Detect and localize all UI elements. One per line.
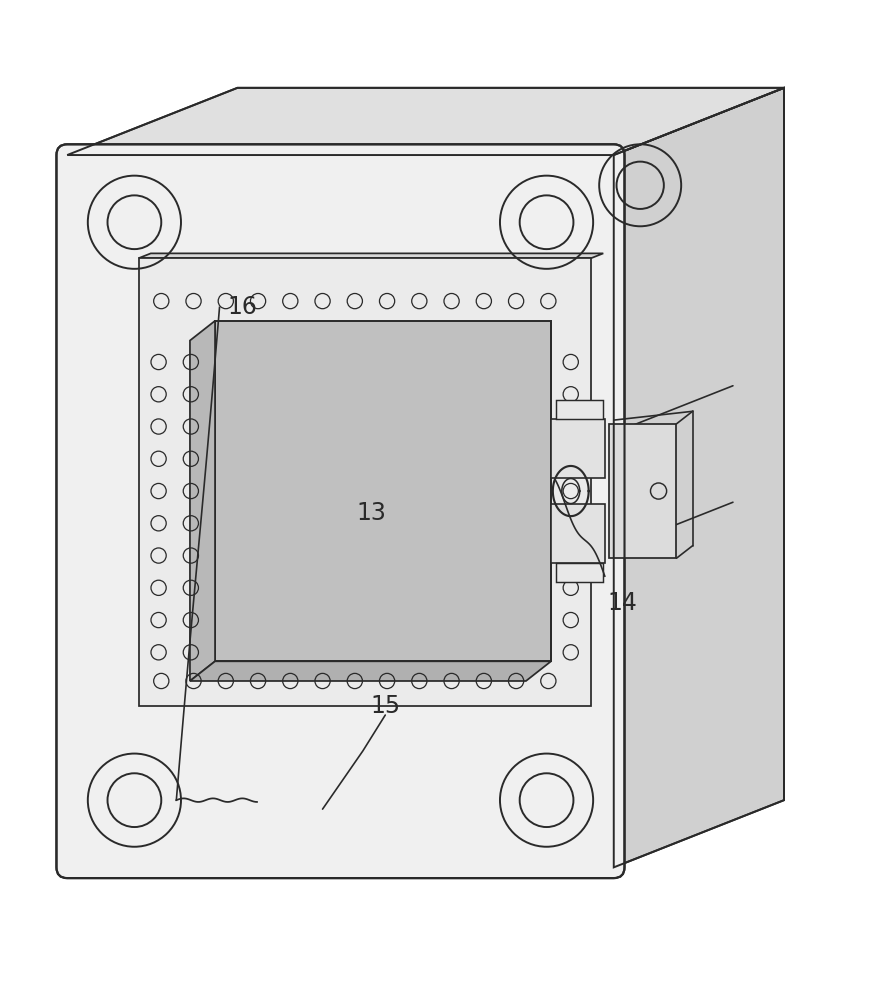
Polygon shape (609, 424, 676, 558)
Polygon shape (139, 258, 591, 706)
Text: 13: 13 (357, 501, 387, 525)
Polygon shape (551, 504, 605, 563)
Text: 14: 14 (607, 591, 638, 615)
Polygon shape (190, 661, 551, 681)
FancyBboxPatch shape (56, 144, 625, 878)
Polygon shape (67, 88, 784, 155)
Polygon shape (139, 253, 603, 258)
Polygon shape (551, 419, 605, 478)
Text: 16: 16 (227, 295, 257, 319)
Text: 15: 15 (370, 694, 401, 718)
Polygon shape (190, 321, 215, 681)
Polygon shape (215, 321, 551, 661)
Polygon shape (556, 400, 603, 419)
Polygon shape (556, 563, 603, 582)
Polygon shape (614, 88, 784, 867)
